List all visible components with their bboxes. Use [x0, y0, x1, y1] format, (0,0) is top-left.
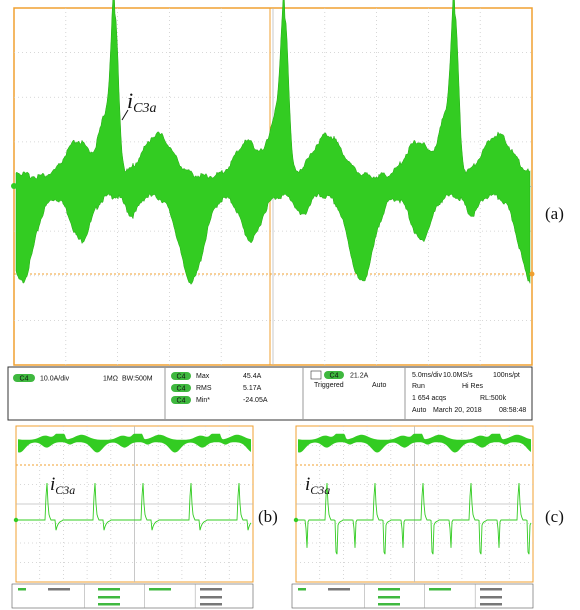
meas-name: RMS — [196, 385, 212, 392]
figure: iC3a (a) C4 10.0A/div 1MΩ BW:500M C4Max4… — [0, 0, 580, 610]
record-length: RL:500k — [480, 395, 507, 402]
channel: C4 — [330, 372, 339, 379]
status-text-placeholder — [200, 596, 222, 599]
meas-name: Max — [196, 373, 210, 380]
panel-c — [292, 426, 533, 608]
trigger-mode: Auto — [372, 382, 387, 389]
time: 08:58:48 — [499, 407, 526, 414]
channel: C4 — [177, 385, 186, 392]
bandwidth: BW:500M — [122, 375, 153, 382]
status-text-placeholder — [98, 588, 120, 591]
trigger-marker — [530, 272, 535, 277]
trigger-state: Triggered — [314, 382, 344, 389]
ground-marker — [11, 183, 17, 189]
status-text-placeholder — [200, 603, 222, 606]
status-text-placeholder — [429, 588, 451, 591]
status-text-placeholder — [480, 596, 502, 599]
status-text-placeholder — [328, 588, 350, 591]
channel: C4 — [177, 397, 186, 404]
ground-marker — [14, 518, 18, 522]
ground-marker — [294, 518, 298, 522]
meas-value: -24.05A — [243, 397, 268, 404]
status-text-placeholder — [98, 603, 120, 606]
meas-name: Min* — [196, 397, 210, 404]
status-bar: C4 10.0A/div 1MΩ BW:500M C4 Max 45.4A C4 RMS… — [8, 367, 532, 420]
status-text-placeholder — [480, 588, 502, 591]
timebase: 5.0ms/div — [412, 372, 442, 379]
mode: Auto — [412, 407, 427, 414]
status-text-placeholder — [480, 603, 502, 606]
scale: 10.0A/div — [40, 375, 70, 382]
sample-rate: 10.0MS/s — [443, 372, 473, 379]
status-text-placeholder — [378, 603, 400, 606]
trigger-icon — [311, 371, 321, 379]
meas-value: 5.17A — [243, 385, 262, 392]
channel: C4 — [20, 375, 29, 382]
panel-label: (b) — [258, 507, 278, 526]
trigger-level: 21.2A — [350, 372, 369, 379]
status-text-placeholder — [378, 588, 400, 591]
status-text-placeholder — [200, 588, 222, 591]
meas-value: 45.4A — [243, 373, 262, 380]
date: March 20, 2018 — [433, 407, 482, 414]
panel-label: (c) — [545, 507, 564, 526]
acquisitions: 1 654 acqs — [412, 395, 447, 402]
status-text-placeholder — [298, 588, 306, 591]
acq-mode: Hi Res — [462, 383, 484, 390]
resolution: 100ns/pt — [493, 372, 520, 379]
run-state: Run — [412, 383, 425, 390]
status-text-placeholder — [149, 588, 171, 591]
channel: C4 — [177, 373, 186, 380]
panel-label: (a) — [545, 204, 564, 223]
status-text-placeholder — [48, 588, 70, 591]
panel-b — [12, 426, 253, 608]
coupling: 1MΩ — [103, 375, 118, 382]
status-text-placeholder — [98, 596, 120, 599]
status-text-placeholder — [18, 588, 26, 591]
status-text-placeholder — [378, 596, 400, 599]
